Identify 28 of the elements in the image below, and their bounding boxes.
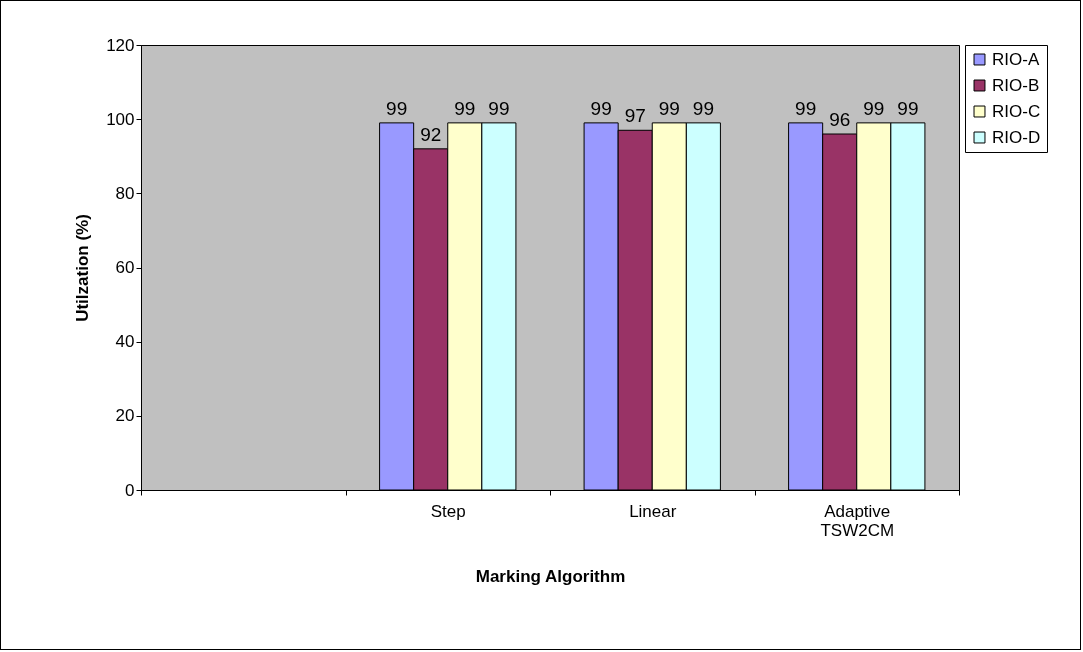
data-label: 92 bbox=[420, 123, 442, 145]
data-label: 99 bbox=[658, 97, 680, 119]
legend-label: RIO-A bbox=[992, 49, 1040, 69]
y-tick-label: 120 bbox=[106, 35, 135, 55]
y-tick-label: 0 bbox=[125, 480, 135, 500]
data-label: 99 bbox=[488, 97, 510, 119]
data-label: 99 bbox=[795, 97, 817, 119]
y-tick-label: 60 bbox=[115, 258, 135, 277]
data-label: 99 bbox=[863, 97, 885, 119]
y-tick-label: 40 bbox=[115, 332, 135, 352]
y-tick-label: 80 bbox=[115, 183, 135, 203]
legend-label: RIO-B bbox=[992, 75, 1040, 95]
x-axis-title: Marking Algorithm bbox=[475, 566, 626, 586]
y-tick-label: 20 bbox=[115, 406, 135, 426]
data-label: 99 bbox=[897, 97, 919, 119]
data-label: 99 bbox=[692, 97, 714, 119]
data-label: 99 bbox=[386, 97, 408, 119]
legend-label: RIO-C bbox=[992, 101, 1041, 121]
y-axis-title: Utilzation (%) bbox=[73, 214, 93, 322]
y-tick-label: 100 bbox=[106, 109, 135, 129]
data-label: 99 bbox=[590, 97, 612, 119]
legend-label: RIO-D bbox=[992, 127, 1041, 147]
data-label: 96 bbox=[829, 109, 851, 130]
x-tick-label: Linear bbox=[629, 501, 677, 521]
x-tick-label: Adaptive TSW2CM bbox=[820, 501, 895, 540]
data-label: 97 bbox=[624, 105, 646, 127]
data-label: 99 bbox=[454, 97, 476, 119]
x-tick-label: Step bbox=[430, 501, 466, 521]
